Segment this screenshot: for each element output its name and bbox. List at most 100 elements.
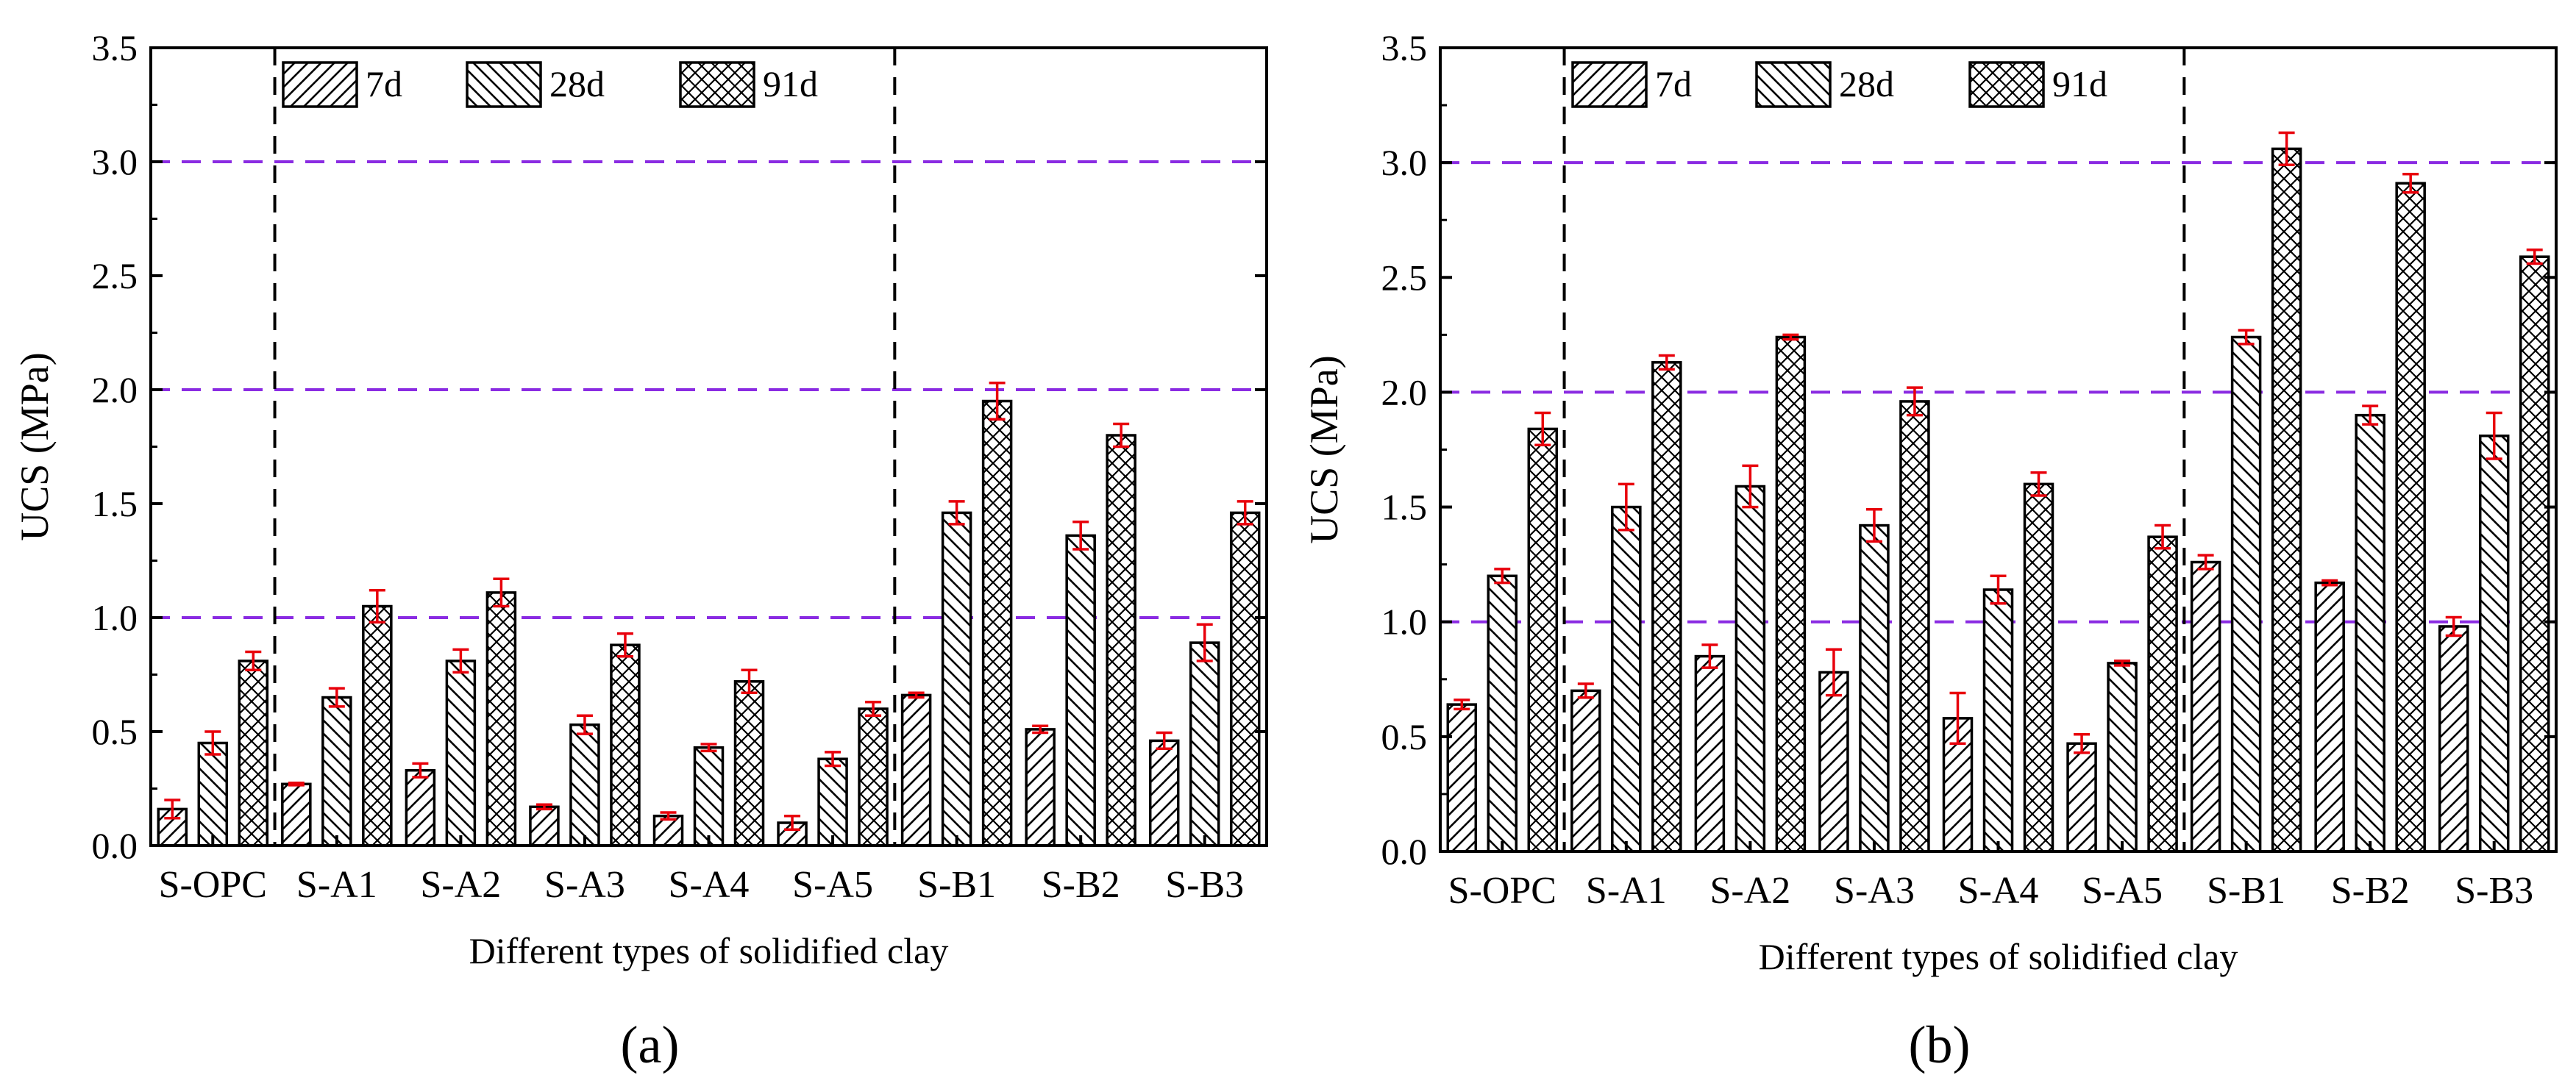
x-tick-label: S-A1 — [296, 864, 377, 906]
bar — [2478, 435, 2510, 853]
x-tick-label: S-A4 — [669, 864, 750, 906]
x-tick-label: S-B2 — [1042, 864, 1120, 906]
x-tick-label: S-A2 — [420, 864, 501, 906]
bar — [2190, 560, 2221, 853]
bar — [2355, 413, 2385, 853]
bar — [2438, 625, 2469, 853]
legend-label: 28d — [1839, 63, 1894, 104]
bar — [362, 604, 393, 847]
y-tick-label: 3.0 — [92, 141, 138, 182]
x-tick-label: S-B3 — [2455, 870, 2533, 912]
bar — [2230, 335, 2262, 853]
bar — [1899, 400, 1930, 853]
legend-swatch — [1571, 61, 1648, 108]
bar — [817, 757, 848, 847]
bar — [1446, 703, 1478, 853]
y-tick-label: 1.0 — [1381, 601, 1428, 643]
panel-label: (b) — [1909, 1015, 1971, 1074]
bar — [981, 399, 1013, 847]
x-tick-label: S-B1 — [917, 864, 996, 906]
plot-frame — [149, 46, 1268, 847]
y-tick-label: 1.5 — [1381, 487, 1428, 528]
bar — [238, 660, 269, 847]
x-axis-title: Different types of solidified clay — [469, 930, 949, 971]
y-tick-label: 1.0 — [92, 597, 138, 638]
legend-swatch — [679, 61, 755, 108]
bar — [2107, 662, 2138, 853]
x-tick-label: S-OPC — [1448, 870, 1556, 912]
legend-swatch — [1968, 61, 2045, 108]
bar — [1734, 485, 1766, 853]
bar — [941, 511, 972, 847]
bar — [610, 643, 641, 847]
y-tick-label: 2.0 — [1381, 371, 1428, 412]
bar — [1694, 654, 1726, 853]
bar — [2271, 147, 2302, 853]
x-tick-label: S-A4 — [1958, 870, 2039, 912]
y-tick-label: 3.5 — [92, 27, 138, 68]
bar — [900, 693, 932, 847]
bar — [405, 768, 436, 847]
x-tick-label: S-A5 — [2082, 870, 2163, 912]
panel-label: (a) — [621, 1015, 680, 1074]
bar — [2519, 255, 2550, 853]
bar — [321, 696, 352, 847]
bar — [569, 723, 600, 847]
y-axis-title: UCS (MPa) — [13, 352, 57, 541]
bar — [1148, 739, 1180, 847]
y-tick-label: 2.5 — [92, 255, 138, 296]
bar — [1106, 434, 1136, 847]
y-tick-label: 2.0 — [92, 369, 138, 410]
y-tick-label: 0.5 — [1381, 716, 1428, 757]
bar — [1487, 574, 1518, 853]
x-tick-label: S-A3 — [1834, 870, 1915, 912]
y-axis-title: UCS (MPa) — [1302, 355, 1346, 544]
y-tick-label: 0.5 — [92, 711, 138, 752]
bar — [1527, 427, 1559, 853]
x-tick-label: S-A1 — [1586, 870, 1667, 912]
bar — [2314, 581, 2345, 853]
legend-swatch — [1755, 61, 1832, 108]
x-tick-label: S-A2 — [1709, 870, 1790, 912]
chart-panel-b: 0.0 0.5 1.0 1.5 2.0 2.5 3.0 3.5 S-OPC S-A1 S-A2 S-A… — [1302, 27, 2558, 1074]
y-tick-label: 0.0 — [1381, 831, 1428, 872]
bar — [2395, 182, 2426, 853]
bar — [1189, 641, 1220, 847]
bar — [2023, 482, 2054, 853]
legend-label: 91d — [763, 63, 818, 104]
chart-panel-a: 0.0 0.5 1.0 1.5 2.0 2.5 3.0 3.5 S-OPC S-A1 S-A2 S-A… — [13, 27, 1268, 1074]
bar — [1775, 335, 1807, 853]
x-tick-label: S-OPC — [159, 864, 267, 906]
bar — [733, 680, 765, 847]
bar — [1065, 534, 1096, 847]
bar — [2147, 535, 2178, 853]
x-tick-label: S-B2 — [2331, 870, 2410, 912]
y-tick-label: 0.0 — [92, 825, 138, 866]
bar — [858, 707, 889, 847]
x-tick-label: S-B1 — [2207, 870, 2285, 912]
bar — [281, 782, 312, 847]
x-axis-title: Different types of solidified clay — [1759, 936, 2238, 977]
legend-label: 7d — [1655, 63, 1692, 104]
bar — [1651, 361, 1682, 853]
bar — [1818, 671, 1849, 853]
bar — [2066, 742, 2097, 853]
y-tick-label: 2.5 — [1381, 257, 1428, 298]
bar — [1611, 505, 1642, 853]
x-tick-label: S-A5 — [792, 864, 873, 906]
legend-swatch — [282, 61, 358, 108]
bar — [1570, 689, 1601, 853]
y-tick-label: 3.5 — [1381, 27, 1428, 68]
x-tick-label: S-B3 — [1165, 864, 1244, 906]
bar — [693, 746, 725, 847]
bar — [529, 805, 560, 847]
y-tick-label: 1.5 — [92, 483, 138, 524]
legend-label: 28d — [549, 63, 605, 104]
legend-label: 91d — [2052, 63, 2107, 104]
bar — [445, 660, 477, 847]
bar — [1025, 728, 1056, 847]
bar — [485, 591, 517, 847]
bar — [1859, 524, 1890, 853]
legend-swatch — [466, 61, 542, 108]
